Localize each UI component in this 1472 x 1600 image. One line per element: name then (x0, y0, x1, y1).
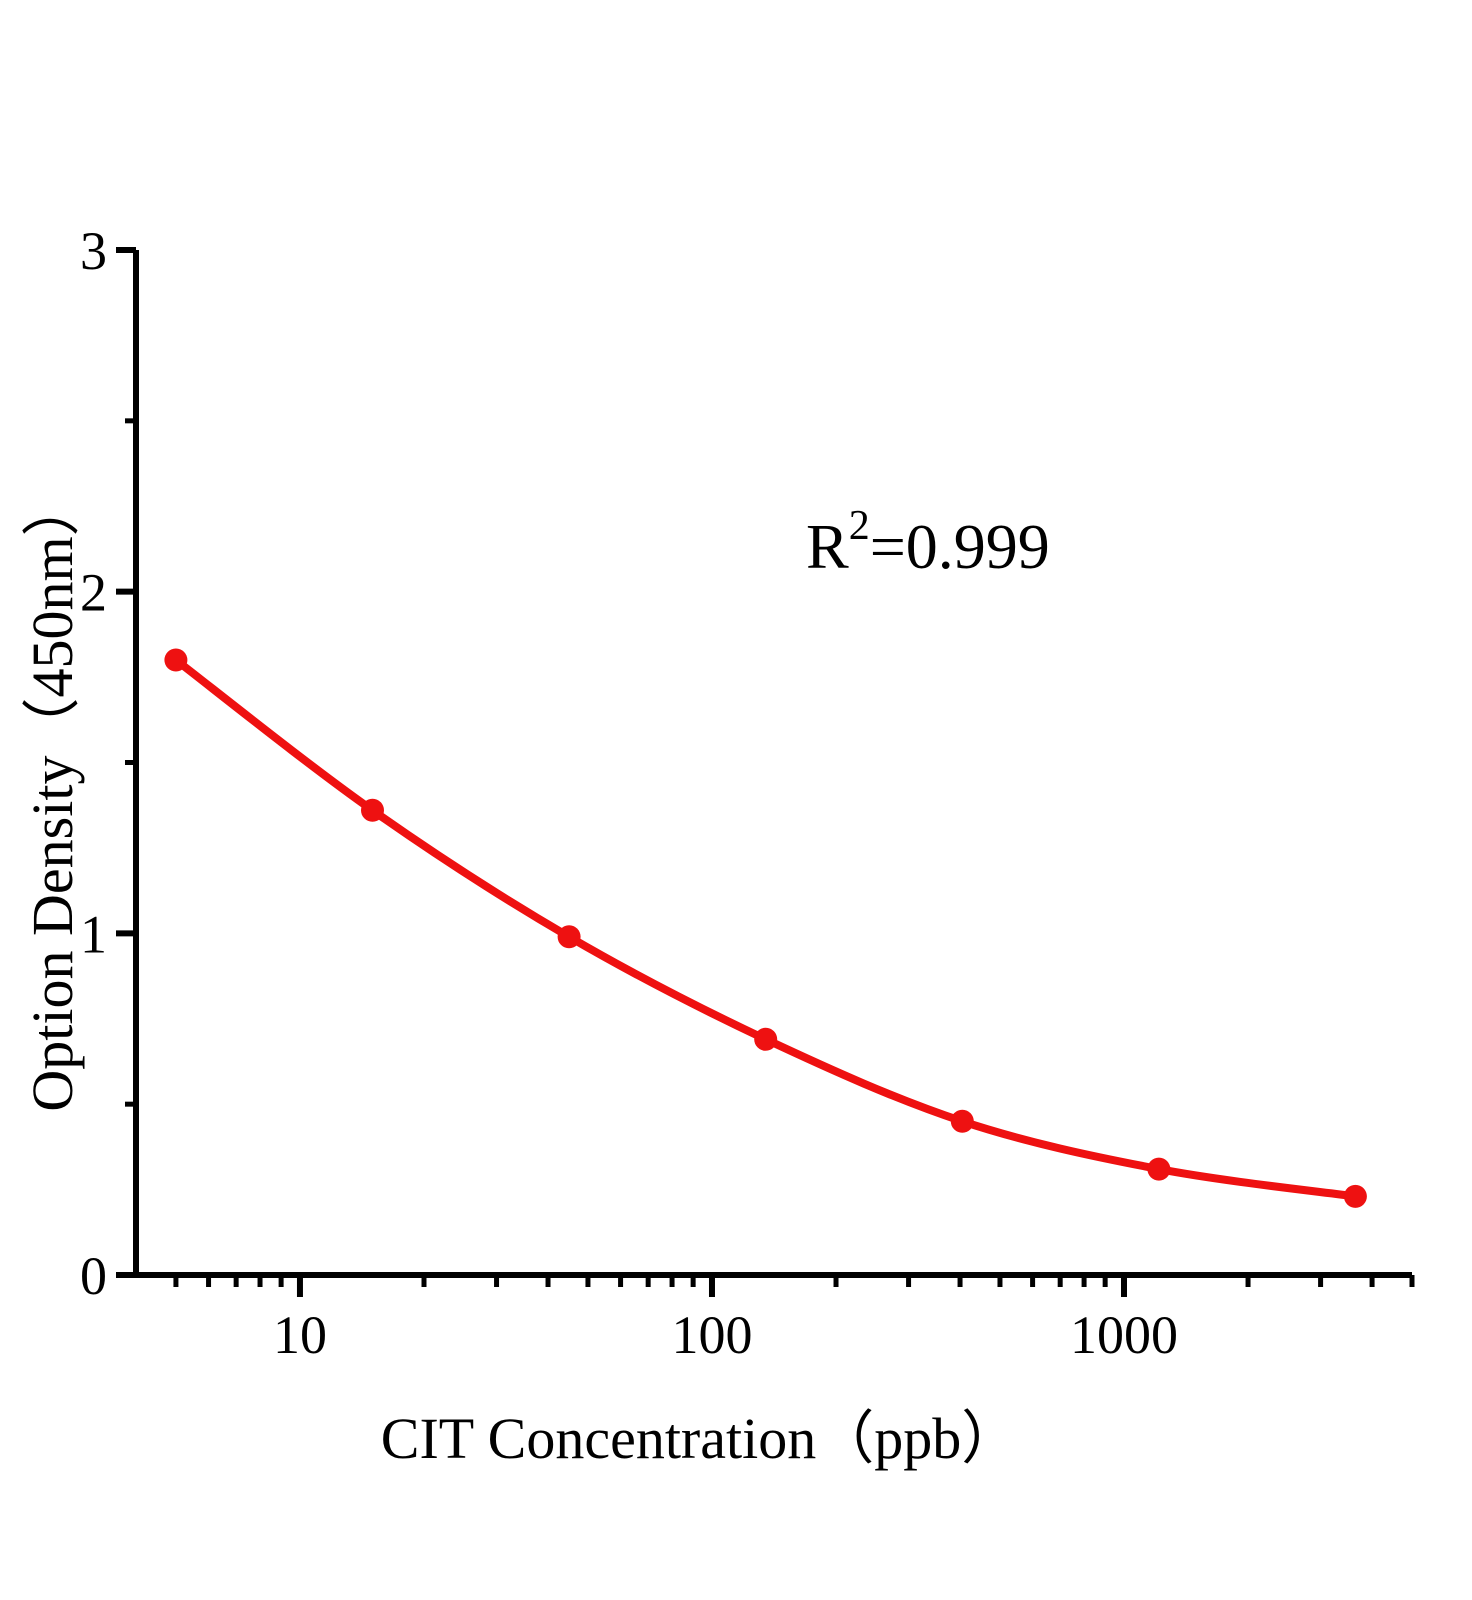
y-axis-tick-labels: 0 1 2 3 (80, 221, 107, 1306)
y-tick-label: 3 (80, 221, 107, 281)
axis-lines (133, 250, 1412, 1278)
y-tick-label: 2 (80, 563, 107, 623)
x-tick-label: 10 (273, 1305, 327, 1365)
data-point (754, 1027, 778, 1051)
x-tick-label: 100 (671, 1305, 752, 1365)
data-point (557, 925, 581, 949)
x-axis-tick-labels: 10 100 1000 (273, 1305, 1178, 1365)
x-axis-ticks (173, 1275, 1415, 1297)
fit-curve (171, 656, 1360, 1201)
data-point (361, 798, 384, 822)
y-tick-label: 0 (80, 1246, 107, 1306)
y-axis-title: Option Density（450nm） (20, 478, 85, 1111)
x-tick-label: 1000 (1070, 1305, 1178, 1365)
x-axis-title: CIT Concentration（ppb） (381, 1406, 1019, 1471)
data-point (164, 648, 188, 672)
data-point (1147, 1157, 1171, 1181)
data-points (164, 648, 1367, 1208)
y-axis-ticks (116, 247, 136, 1278)
r-squared-annotation: R2=0.999 (806, 503, 1050, 582)
data-point (950, 1109, 974, 1133)
y-tick-label: 1 (80, 904, 107, 964)
data-point (1343, 1184, 1367, 1208)
